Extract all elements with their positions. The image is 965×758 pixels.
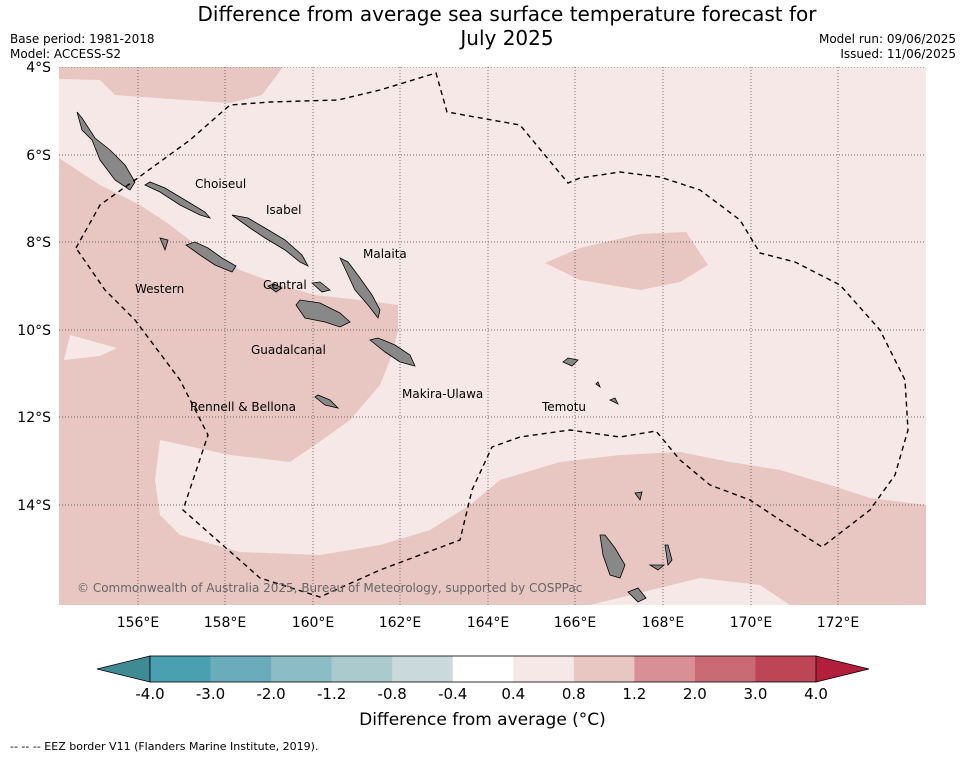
lon-label: 170°E	[730, 615, 773, 631]
colorbar-bin	[210, 656, 272, 682]
colorbar-tick-label: -0.8	[378, 685, 407, 703]
region-label-western: Western	[135, 282, 184, 296]
anomaly-region-central	[545, 232, 708, 290]
lon-label: 164°E	[467, 615, 510, 631]
lon-axis: 156°E 158°E 160°E 162°E 164°E 166°E 168°…	[117, 615, 860, 631]
anomaly-region-west	[59, 67, 283, 103]
island-isabel	[231, 214, 309, 267]
region-label-rennell-bellona: Rennell & Bellona	[190, 400, 296, 414]
colorbar-tick-label: 2.0	[683, 685, 707, 703]
colorbar-tick-label: -3.0	[196, 685, 225, 703]
region-label-malaita: Malaita	[363, 247, 407, 261]
region-label-temotu: Temotu	[541, 400, 586, 414]
colorbar-bin	[271, 656, 333, 682]
island-bougainville	[76, 111, 136, 191]
colorbar-tick-label: -4.0	[135, 685, 164, 703]
title-line-1: Difference from average sea surface temp…	[197, 2, 817, 26]
region-label-central: Central	[263, 278, 307, 292]
lon-label: 160°E	[292, 615, 335, 631]
eez-border	[75, 72, 909, 598]
colorbar-bin	[513, 656, 575, 682]
lat-label: 10°S	[17, 323, 51, 339]
island-ambae	[648, 564, 666, 571]
island-santa-cruz	[562, 357, 579, 367]
island-vella-lavella	[159, 237, 169, 252]
region-labels: Choiseul Isabel Malaita Western Central …	[135, 177, 586, 414]
chart-title: Difference from average sea surface temp…	[0, 2, 965, 50]
colorbar-tick-label: -1.2	[317, 685, 346, 703]
colorbar-bin	[331, 656, 393, 682]
island-guadalcanal	[295, 299, 351, 328]
island-florida	[267, 283, 283, 293]
model-name: Model: ACCESS-S2	[10, 47, 122, 61]
anomaly-region-southwest	[59, 158, 926, 605]
colorbar-bin	[392, 656, 454, 682]
island-new-georgia	[185, 241, 237, 273]
island-russell	[311, 281, 331, 293]
colorbar-bin	[755, 656, 817, 682]
issued-date: Issued: 11/06/2025	[840, 47, 956, 61]
lat-label: 14°S	[17, 498, 51, 514]
eez-footnote: -- -- -- EEZ border V11 (Flanders Marine…	[10, 740, 319, 753]
map-plot-area: © Commonwealth of Australia 2025, Bureau…	[59, 67, 926, 605]
anomaly-pocket-lightA	[64, 335, 117, 360]
colorbar-bin	[634, 656, 696, 682]
lat-label: 4°S	[26, 60, 51, 76]
island-maewo	[664, 544, 673, 566]
lon-label: 156°E	[117, 615, 160, 631]
graticule	[59, 67, 926, 605]
island-malekula	[627, 587, 647, 603]
lat-axis: 4°S 6°S 8°S 10°S 12°S 14°S	[17, 60, 51, 514]
copyright-text: © Commonwealth of Australia 2025, Bureau…	[77, 581, 582, 595]
island-malaita	[339, 257, 381, 319]
island-makira	[369, 337, 416, 367]
colorbar-bin	[452, 656, 514, 682]
island-rennell	[314, 394, 340, 409]
region-label-isabel: Isabel	[266, 203, 301, 217]
island-torres	[634, 491, 643, 501]
colorbar-over-arrow	[815, 655, 870, 683]
island-espiritu-santo	[599, 534, 626, 579]
title-line-2: July 2025	[460, 26, 554, 50]
colorbar-tick-label: 0.4	[501, 685, 525, 703]
colorbar-tick-label: 0.8	[562, 685, 586, 703]
colorbar-tick-label: 4.0	[804, 685, 828, 703]
model-run: Model run: 09/06/2025	[818, 32, 956, 46]
lat-label: 6°S	[26, 148, 51, 164]
lat-label: 12°S	[17, 410, 51, 426]
lon-label: 168°E	[642, 615, 685, 631]
colorbar-tick-label: 1.2	[622, 685, 646, 703]
colorbar-bin	[150, 656, 212, 682]
base-period: Base period: 1981-2018	[10, 32, 155, 46]
colorbar-label: Difference from average (°C)	[359, 710, 606, 730]
meta-right: Model run: 09/06/2025 Issued: 11/06/2025	[819, 32, 956, 62]
colorbar-bin	[573, 656, 635, 682]
island-utupua	[595, 381, 601, 389]
lat-label: 8°S	[26, 235, 51, 251]
lon-label: 166°E	[554, 615, 597, 631]
island-vanikoro	[609, 397, 619, 405]
lon-label: 158°E	[204, 615, 247, 631]
island-choiseul	[144, 181, 212, 219]
region-label-makira-ulawa: Makira-Ulawa	[402, 387, 483, 401]
colorbar-tick-label: 3.0	[744, 685, 768, 703]
colorbar-tick-label: -0.4	[438, 685, 467, 703]
lon-label: 162°E	[379, 615, 422, 631]
colorbar-frame	[149, 655, 817, 683]
land	[76, 111, 673, 603]
colorbar-under-arrow	[96, 655, 151, 683]
colorbar-tick-label: -2.0	[256, 685, 285, 703]
region-label-choiseul: Choiseul	[195, 177, 246, 191]
colorbar: -4.0 -3.0 -2.0 -1.2 -0.8 -0.4 0.4 0.8 1.2 2.0 3.0 4…	[96, 655, 870, 703]
lon-label: 172°E	[817, 615, 860, 631]
region-label-guadalcanal: Guadalcanal	[251, 343, 326, 357]
colorbar-bin	[694, 656, 756, 682]
meta-left: Base period: 1981-2018 Model: ACCESS-S2	[10, 32, 155, 62]
